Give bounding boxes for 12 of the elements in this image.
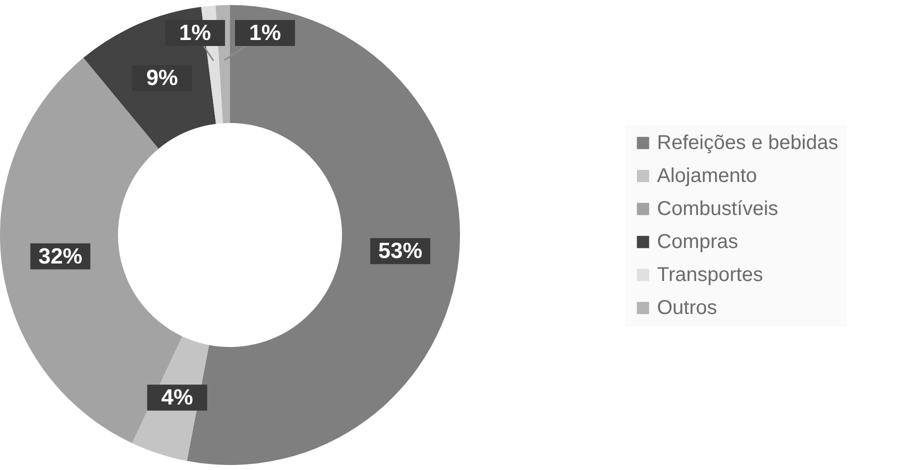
legend-label: Outros xyxy=(657,297,718,319)
data-label: 9% xyxy=(146,65,178,90)
data-label: 1% xyxy=(179,20,211,45)
data-label: 32% xyxy=(38,243,82,268)
legend-label: Alojamento xyxy=(657,165,758,187)
legend-label: Combustíveis xyxy=(657,198,778,220)
data-label: 1% xyxy=(249,20,281,45)
data-label: 4% xyxy=(161,384,194,410)
legend-label: Compras xyxy=(657,231,738,253)
data-label: 53% xyxy=(378,238,422,264)
legend-label: Transportes xyxy=(657,264,763,286)
legend-label: Refeições e bebidas xyxy=(657,132,838,154)
